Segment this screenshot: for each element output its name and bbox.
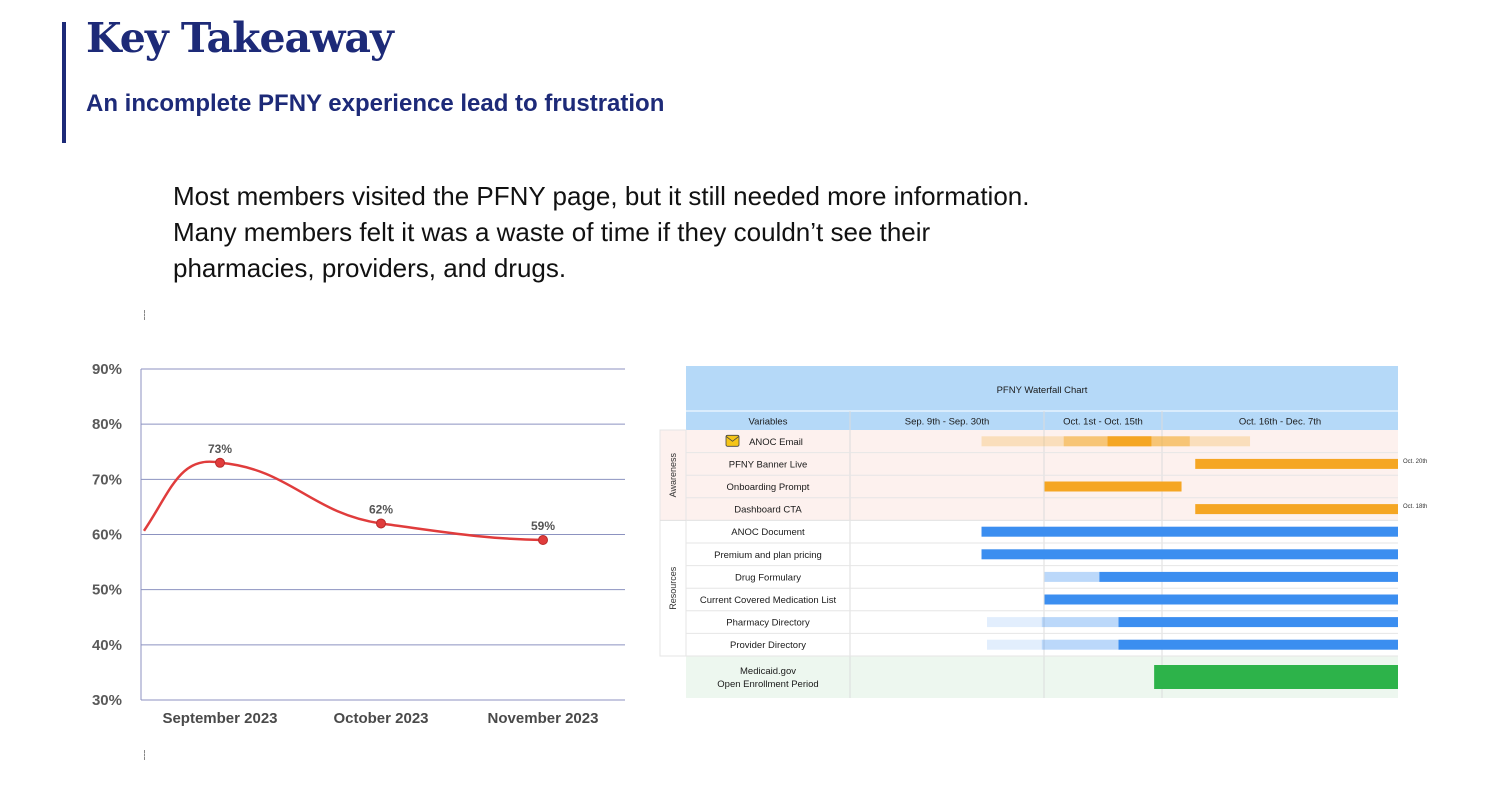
row-label: Provider Directory — [730, 640, 806, 651]
series-line — [142, 460, 544, 542]
data-label: 59% — [531, 519, 555, 533]
timeline-bar — [1044, 481, 1182, 492]
email-icon-flap — [725, 435, 740, 442]
column-header: Variables — [749, 417, 788, 428]
row-label: Onboarding Prompt — [727, 482, 810, 493]
row-label: Pharmacy Directory — [726, 618, 810, 629]
timeline-bar — [1154, 665, 1398, 689]
page-title: Key Takeaway — [86, 14, 394, 62]
x-tick-label: November 2023 — [488, 710, 599, 727]
page-subtitle: An incomplete PFNY experience lead to fr… — [86, 90, 665, 117]
row-label: ANOC Document — [731, 527, 805, 538]
y-tick-label: 40% — [92, 637, 122, 654]
timeline-bar — [1044, 571, 1100, 582]
timeline-bar — [1044, 594, 1398, 605]
line-chart: 90% 80% 70% 60% 50% 40% 30% September 2023 Octob… — [92, 361, 625, 727]
y-tick-label: 90% — [92, 361, 122, 378]
y-tick-label: 30% — [92, 692, 122, 709]
column-header: Oct. 16th - Dec. 7th — [1239, 417, 1321, 428]
timeline-bar — [1118, 639, 1398, 650]
timeline-bar — [1099, 571, 1398, 582]
data-point — [376, 518, 386, 529]
x-tick-label: September 2023 — [162, 710, 277, 727]
timeline-bar — [1107, 436, 1152, 447]
timeline-bar — [1195, 458, 1398, 469]
y-tick-label: 50% — [92, 582, 122, 599]
row-label: Dashboard CTA — [734, 505, 802, 516]
y-tick-label: 60% — [92, 527, 122, 544]
divider-mark — [144, 750, 146, 760]
takeaway-paragraph: Most members visited the PFNY page, but … — [173, 178, 1153, 286]
bar-note: Oct. 20th — [1403, 459, 1427, 465]
timeline-bar — [1195, 504, 1398, 515]
row-label: Open Enrollment Period — [717, 679, 818, 690]
timeline-bar — [981, 549, 1398, 560]
row-label: PFNY Banner Live — [729, 459, 808, 470]
row-label: Drug Formulary — [735, 572, 801, 583]
data-label: 62% — [369, 502, 393, 516]
data-label: 73% — [208, 442, 232, 456]
x-tick-label: October 2023 — [333, 710, 428, 727]
timeline-bar — [1118, 617, 1398, 628]
takeaway-line: Most members visited the PFNY page, but … — [173, 181, 1030, 211]
timeline-bar — [981, 526, 1398, 537]
waterfall-title: PFNY Waterfall Chart — [997, 385, 1088, 396]
timeline-bar — [987, 639, 1042, 650]
row-label: Current Covered Medication List — [700, 595, 837, 606]
takeaway-line: Many members felt it was a waste of time… — [173, 217, 931, 247]
timeline-bar — [1041, 639, 1119, 650]
title-accent-bar — [62, 22, 66, 143]
column-header: Oct. 1st - Oct. 15th — [1063, 417, 1143, 428]
row-label: Medicaid.gov — [740, 666, 796, 677]
y-tick-label: 80% — [92, 416, 122, 433]
group-label: Awareness — [668, 453, 678, 498]
waterfall-chart: PFNY Waterfall Chart Variables Sep. 9th - … — [659, 366, 1427, 698]
data-point — [215, 457, 225, 468]
bar-note: Oct. 18th — [1403, 504, 1427, 510]
row-label: ANOC Email — [749, 437, 803, 448]
group-label: Resources — [668, 566, 678, 610]
chart-header-band — [686, 366, 1398, 430]
column-header: Sep. 9th - Sep. 30th — [905, 417, 990, 428]
divider-mark — [144, 310, 146, 320]
y-tick-label: 70% — [92, 471, 122, 488]
row-label: Premium and plan pricing — [714, 550, 822, 561]
data-point — [538, 535, 548, 546]
timeline-bar — [1041, 617, 1119, 628]
timeline-bar — [987, 617, 1042, 628]
email-icon — [725, 434, 740, 447]
takeaway-line: pharmacies, providers, and drugs. — [173, 253, 567, 283]
